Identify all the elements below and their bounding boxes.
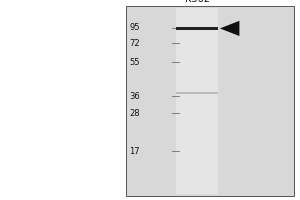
Bar bbox=[176, 27, 218, 30]
Text: 55: 55 bbox=[130, 58, 140, 67]
Text: 28: 28 bbox=[130, 109, 140, 118]
Text: 17: 17 bbox=[130, 147, 140, 156]
Text: 72: 72 bbox=[130, 39, 140, 48]
Bar bbox=[126, 6, 294, 196]
Text: K562: K562 bbox=[185, 0, 210, 4]
Polygon shape bbox=[220, 21, 239, 36]
Bar bbox=[176, 8, 218, 194]
Bar bbox=[176, 92, 218, 94]
Text: 36: 36 bbox=[129, 92, 140, 101]
Text: 95: 95 bbox=[130, 23, 140, 32]
